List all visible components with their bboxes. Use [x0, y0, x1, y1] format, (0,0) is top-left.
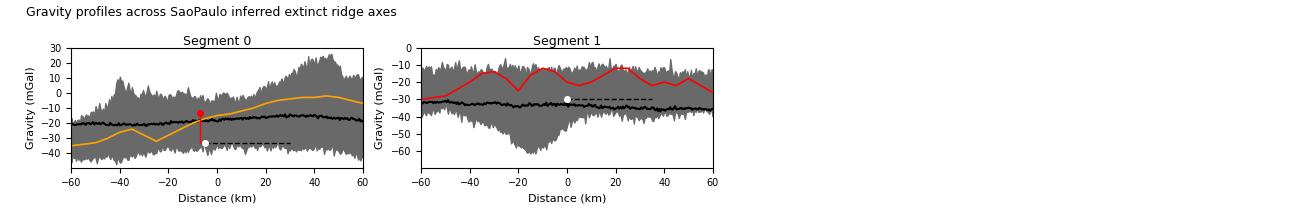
Y-axis label: Gravity (mGal): Gravity (mGal): [376, 67, 385, 149]
Text: Gravity profiles across SaoPaulo inferred extinct ridge axes: Gravity profiles across SaoPaulo inferre…: [26, 6, 397, 19]
Title: Segment 0: Segment 0: [183, 35, 251, 48]
Y-axis label: Gravity (mGal): Gravity (mGal): [26, 67, 35, 149]
X-axis label: Distance (km): Distance (km): [527, 194, 607, 204]
Title: Segment 1: Segment 1: [533, 35, 601, 48]
X-axis label: Distance (km): Distance (km): [178, 194, 257, 204]
